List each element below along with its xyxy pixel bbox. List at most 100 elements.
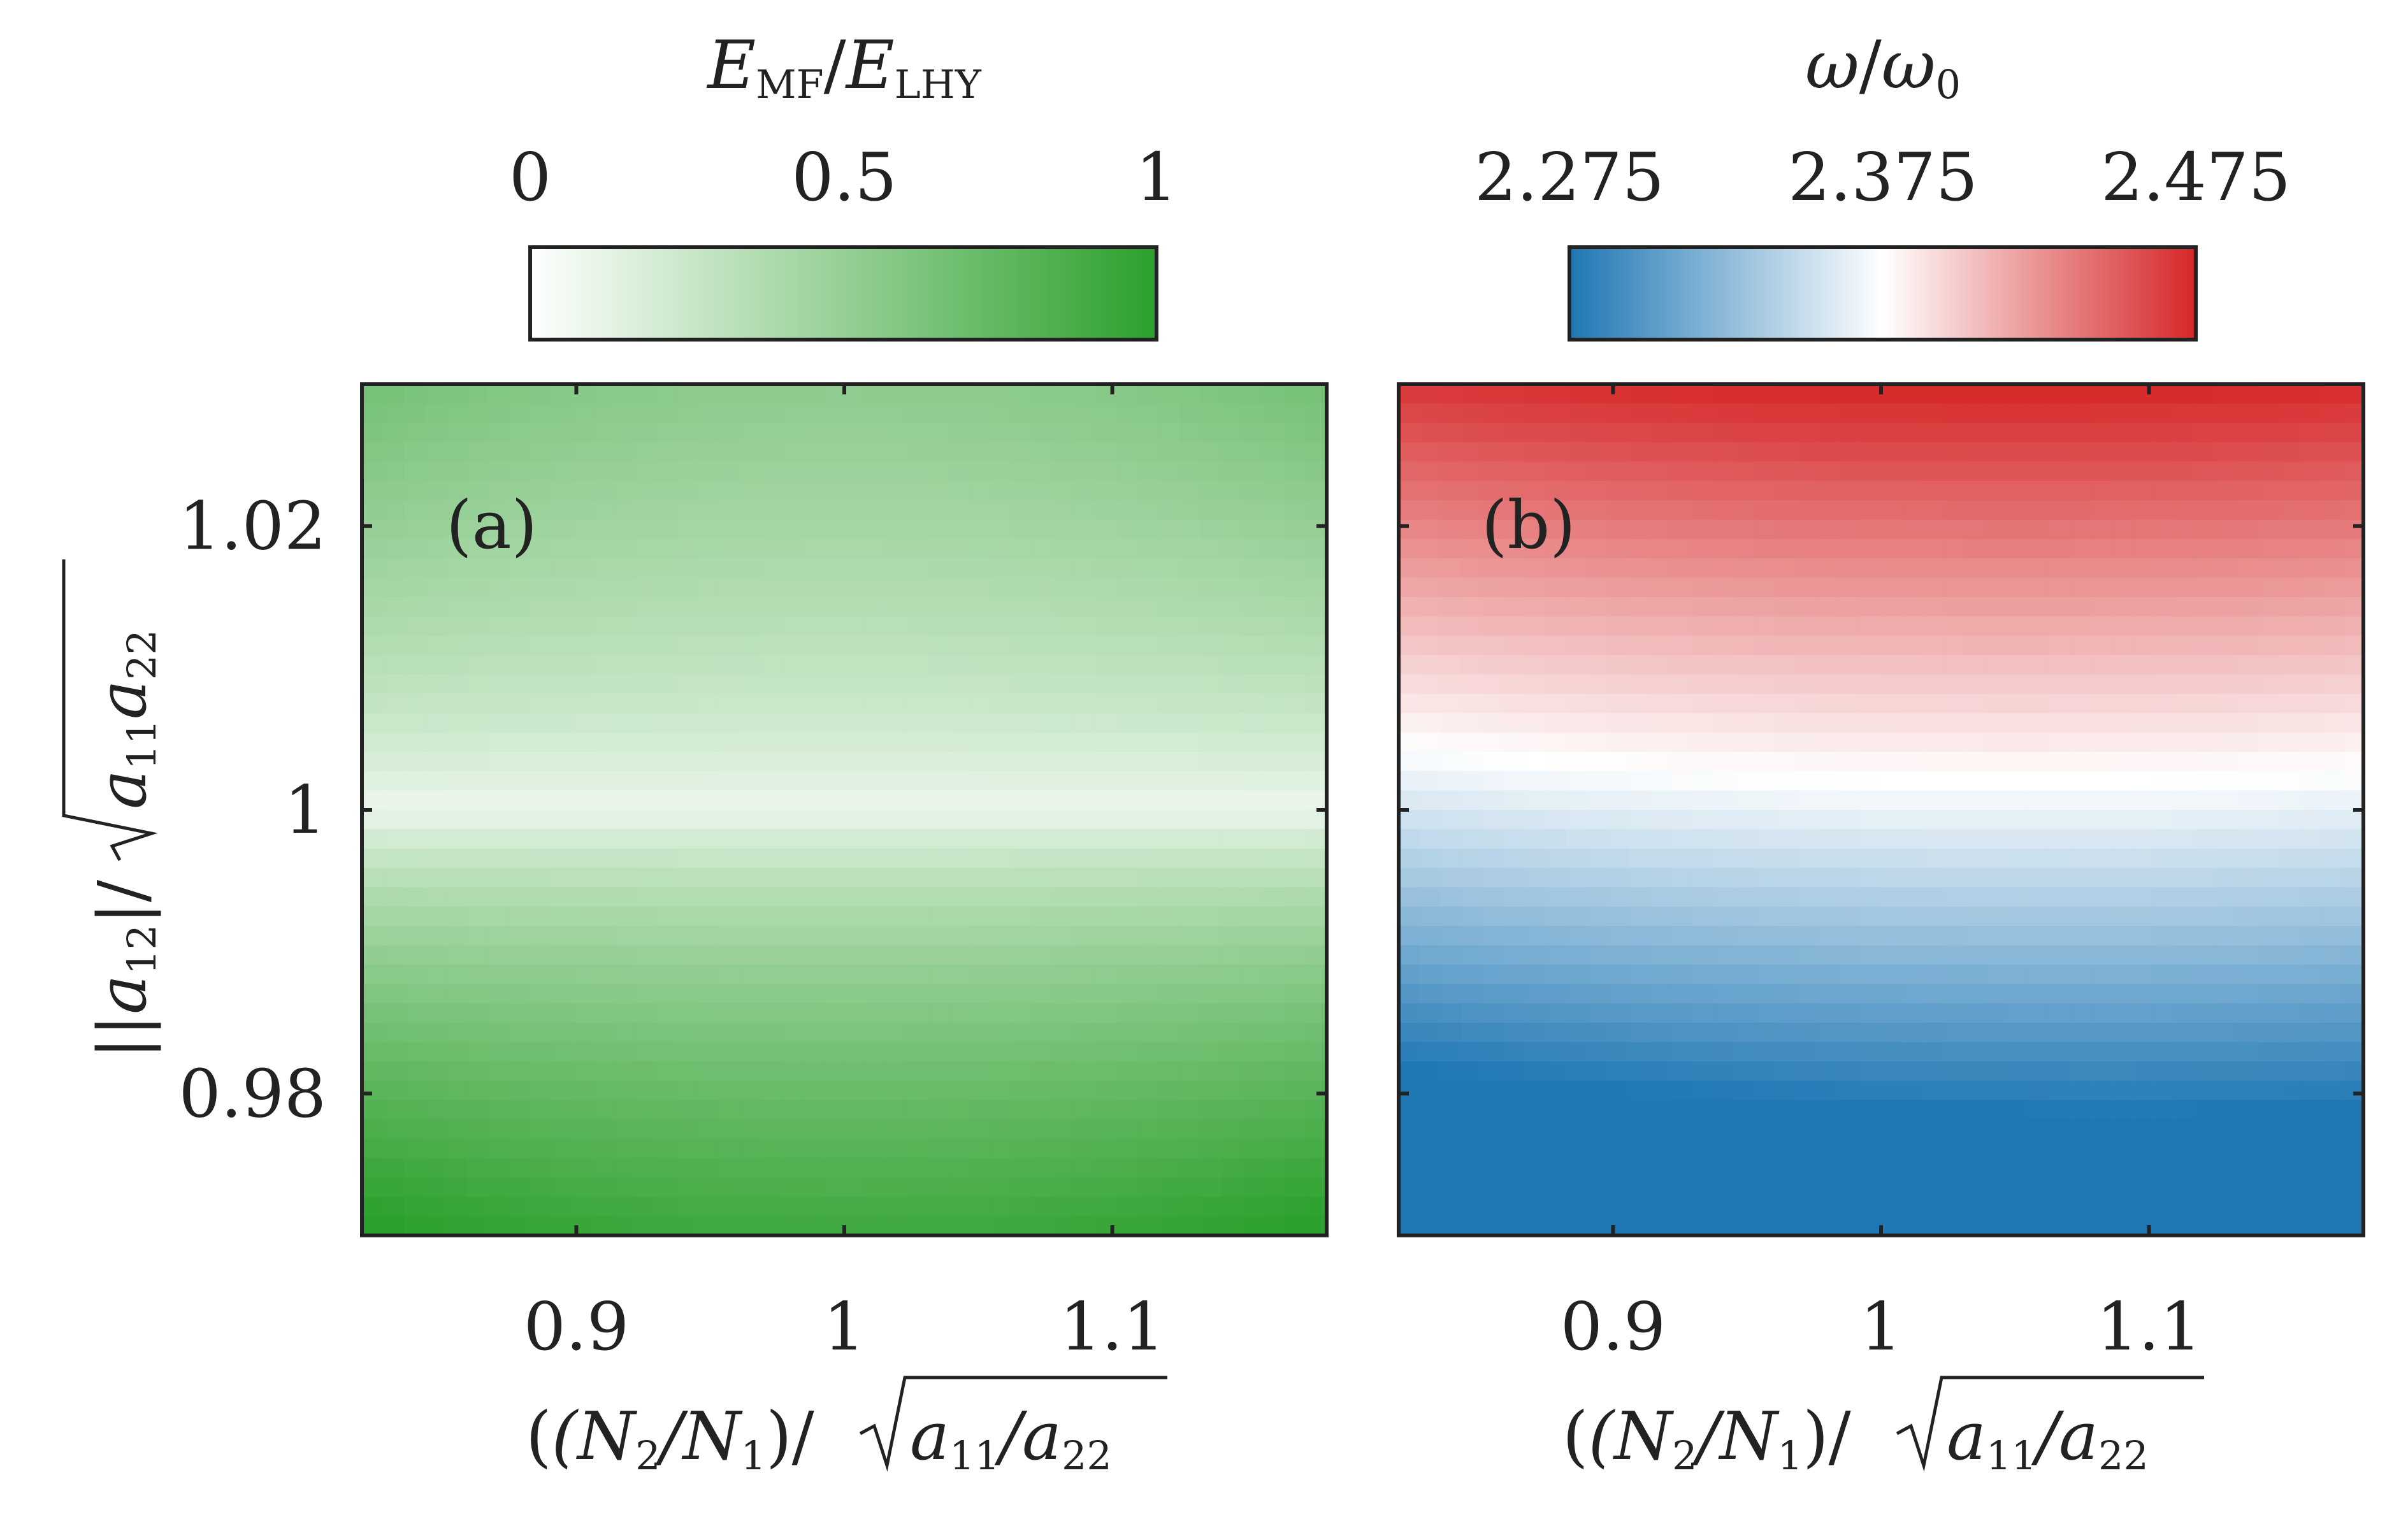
heatmap-b-cell <box>1419 771 1441 791</box>
heatmap-b-cell <box>1671 558 1693 579</box>
heatmap-b-cell <box>1797 403 1819 424</box>
heatmap-a-cell <box>424 945 447 965</box>
heatmap-a-cell <box>634 480 656 501</box>
heatmap-b-cell <box>1986 1139 2008 1159</box>
heatmap-a-cell <box>739 1100 761 1120</box>
heatmap-a-cell <box>844 461 866 482</box>
heatmap-a-cell <box>1033 732 1055 752</box>
heatmap-a-cell <box>1116 1158 1139 1178</box>
heatmap-b-cell <box>1671 422 1693 443</box>
heatmap-b-cell <box>2321 558 2344 579</box>
heatmap-a-cell <box>907 810 929 830</box>
heatmap-b-cell <box>1818 693 1840 714</box>
heatmap-a-cell <box>655 480 677 501</box>
heatmap-b-cell <box>1922 442 1945 463</box>
heatmap-b-cell <box>1860 1003 1882 1023</box>
heatmap-a-cell <box>424 1003 447 1023</box>
heatmap-b-cell <box>1587 403 1610 424</box>
heatmap-b-cell <box>1713 1081 1735 1101</box>
heatmap-b-cell <box>1922 868 1945 888</box>
heatmap-b-cell <box>1399 771 1420 791</box>
heatmap-b-cell <box>1818 1003 1840 1023</box>
heatmap-a-cell <box>1285 906 1307 927</box>
heatmap-b-cell <box>2237 616 2260 637</box>
heatmap-b-cell <box>1650 984 1672 1004</box>
heatmap-b-cell <box>1860 751 1882 772</box>
heatmap-a-cell <box>1137 480 1160 501</box>
heatmap-a-cell <box>1264 1158 1286 1178</box>
heatmap-b-cell <box>1419 810 1441 830</box>
heatmap-a-cell <box>1306 558 1327 579</box>
heatmap-b-cell <box>2112 693 2133 714</box>
heatmap-b-cell <box>1797 771 1819 791</box>
heatmap-a-cell <box>760 1177 782 1198</box>
heatmap-b-cell <box>1629 848 1651 869</box>
heatmap-b-cell <box>1901 480 1924 501</box>
heatmap-a-cell <box>1158 829 1181 849</box>
heatmap-a-cell <box>551 1158 573 1178</box>
heatmap-b-cell <box>1965 500 1987 521</box>
heatmap-b-cell <box>1608 732 1631 752</box>
heatmap-a-cell <box>739 829 761 849</box>
heatmap-b-cell <box>2091 461 2113 482</box>
heatmap-b-cell <box>2300 1100 2323 1120</box>
heatmap-a-cell <box>1200 558 1223 579</box>
heatmap-a-cell <box>466 674 489 694</box>
heatmap-b-cell <box>2321 887 2344 907</box>
heatmap-a-cell <box>697 1158 719 1178</box>
heatmap-b-cell <box>1901 1197 1924 1217</box>
heatmap-a-cell <box>886 1177 908 1198</box>
heatmap-b-cell <box>1713 442 1735 463</box>
heatmap-a-cell <box>676 1197 698 1217</box>
heatmap-a-cell <box>382 1197 405 1217</box>
heatmap-a-cell <box>487 1100 510 1120</box>
heatmap-a-cell <box>403 384 426 405</box>
heatmap-a-cell <box>1222 906 1244 927</box>
heatmap-b-cell <box>1440 1158 1462 1178</box>
heatmap-a-cell <box>676 500 698 521</box>
heatmap-b-cell <box>2153 577 2175 598</box>
heatmap-a-cell <box>424 751 447 772</box>
heatmap-b-cell <box>1901 829 1924 849</box>
heatmap-b-cell <box>2007 810 2029 830</box>
heatmap-a-cell <box>1158 422 1181 443</box>
heatmap-a-cell <box>382 519 405 540</box>
heatmap-b-cell <box>2091 848 2113 869</box>
heatmap-a-cell <box>676 790 698 810</box>
heatmap-b-cell <box>2091 655 2113 675</box>
heatmap-a-cell <box>1222 1081 1244 1101</box>
heatmap-a-cell <box>572 1081 594 1101</box>
heatmap-a-cell <box>424 984 447 1004</box>
heatmap-b-cell <box>2174 577 2196 598</box>
heatmap-b-cell <box>2070 1100 2092 1120</box>
svg-text:a11a22: a11a22 <box>83 630 165 809</box>
heatmap-a-cell <box>403 1042 426 1062</box>
heatmap-a-cell <box>1179 887 1202 907</box>
heatmap-a-cell <box>1054 693 1076 714</box>
heatmap-b-cell <box>2258 558 2281 579</box>
heatmap-b-cell <box>1986 771 2008 791</box>
heatmap-b-cell <box>1922 713 1945 733</box>
heatmap-b-cell <box>1545 519 1568 540</box>
heatmap-a-cell <box>1116 403 1139 424</box>
heatmap-a-cell <box>362 713 384 733</box>
heatmap-a-cell <box>1033 1177 1055 1198</box>
heatmap-a-cell <box>424 829 447 849</box>
heatmap-a-cell <box>1264 732 1286 752</box>
heatmap-a-cell <box>802 1003 825 1023</box>
heatmap-b-cell <box>2195 906 2217 927</box>
heatmap-b-cell <box>1776 713 1798 733</box>
heatmap-b-cell <box>2007 442 2029 463</box>
heatmap-b-cell <box>2258 577 2281 598</box>
heatmap-b-cell <box>1482 616 1504 637</box>
heatmap-a-cell <box>718 538 740 559</box>
heatmap-a-cell <box>445 964 468 985</box>
heatmap-a-cell <box>466 480 489 501</box>
heatmap-a-cell <box>1033 1100 1055 1120</box>
heatmap-a-cell <box>928 422 950 443</box>
heatmap-b-cell <box>1692 926 1714 946</box>
heatmap-a-cell <box>403 868 426 888</box>
heatmap-a-cell <box>551 635 573 656</box>
colorbar-b-title: ω/ω0 <box>1805 26 1961 108</box>
heatmap-b-cell <box>1755 926 1777 946</box>
